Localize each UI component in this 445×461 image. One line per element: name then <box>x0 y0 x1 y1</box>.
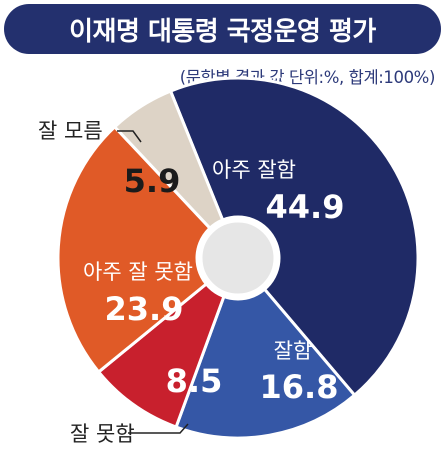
slice-value: 8.5 <box>166 362 223 400</box>
title-bar: 이재명 대통령 국정운영 평가 <box>4 4 441 54</box>
leader-line <box>128 423 189 434</box>
slice-3 <box>96 253 242 429</box>
slice-1 <box>168 76 420 398</box>
slice-label: 잘함 <box>274 339 313 363</box>
slice-5 <box>112 89 240 260</box>
leader-line <box>117 130 142 143</box>
slice-label: 아주 잘함 <box>212 158 296 182</box>
slice-label: 잘 못함 <box>70 422 135 446</box>
slice-value: 5.9 <box>124 162 181 200</box>
slice-4 <box>56 124 241 375</box>
chart-title: 이재명 대통령 국정운영 평가 <box>69 16 376 47</box>
slice-2 <box>174 255 357 440</box>
slice-label: 잘 모름 <box>38 119 103 143</box>
slice-labels: 아주 잘함 44.9 잘함 16.8 8.5 잘 못함 아주 잘 못함 23.9 5.9 잘 모름 <box>38 119 344 446</box>
slice-value: 44.9 <box>266 188 345 226</box>
donut-hole <box>195 215 281 301</box>
slice-value: 16.8 <box>260 368 339 406</box>
slice-value: 23.9 <box>105 290 184 328</box>
slice-label: 아주 잘 못함 <box>83 260 193 284</box>
pie-slices <box>56 76 420 440</box>
